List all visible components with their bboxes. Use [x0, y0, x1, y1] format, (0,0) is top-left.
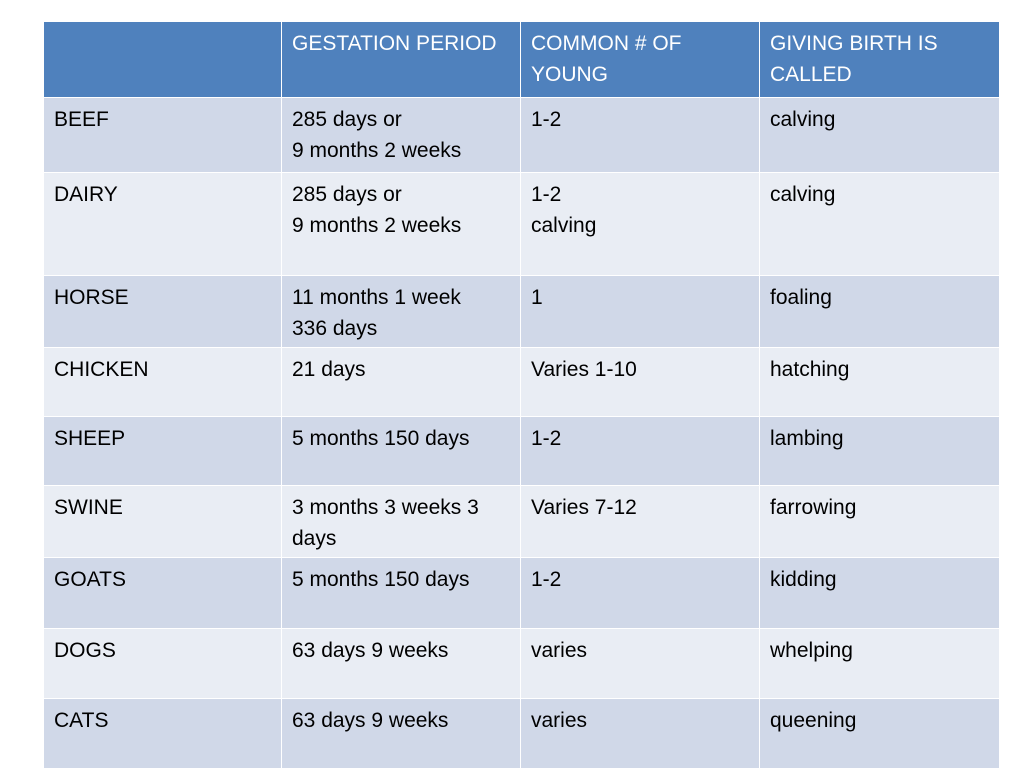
birth-term-cell: farrowing: [759, 485, 1000, 558]
table-row: DAIRY 285 days or 9 months 2 weeks 1-2 c…: [43, 172, 1000, 276]
gestation-cell: 285 days or 9 months 2 weeks: [281, 97, 521, 173]
table-row: CATS 63 days 9 weeks varies queening: [43, 698, 1000, 769]
birth-term-cell: kidding: [759, 557, 1000, 629]
table-row: GOATS 5 months 150 days 1-2 kidding: [43, 557, 1000, 629]
animal-cell: SHEEP: [43, 416, 282, 486]
header-cell-animal: [43, 21, 282, 98]
gestation-cell: 5 months 150 days: [281, 416, 521, 486]
birth-term-cell: queening: [759, 698, 1000, 769]
young-cell: 1-2 calving: [520, 172, 760, 276]
gestation-cell: 5 months 150 days: [281, 557, 521, 629]
gestation-cell: 11 months 1 week 336 days: [281, 275, 521, 348]
animal-cell: HORSE: [43, 275, 282, 348]
young-cell: 1-2: [520, 416, 760, 486]
table-row: SWINE 3 months 3 weeks 3 days Varies 7-1…: [43, 485, 1000, 558]
young-cell: 1: [520, 275, 760, 348]
gestation-cell: 285 days or 9 months 2 weeks: [281, 172, 521, 276]
gestation-cell: 63 days 9 weeks: [281, 698, 521, 769]
animal-cell: SWINE: [43, 485, 282, 558]
young-cell: 1-2: [520, 97, 760, 173]
young-cell: varies: [520, 698, 760, 769]
table-row: SHEEP 5 months 150 days 1-2 lambing: [43, 416, 1000, 486]
animal-cell: CATS: [43, 698, 282, 769]
young-cell: Varies 7-12: [520, 485, 760, 558]
gestation-table: GESTATION PERIOD COMMON # OF YOUNG GIVIN…: [43, 21, 1000, 769]
header-cell-common-young: COMMON # OF YOUNG: [520, 21, 760, 98]
table-body: BEEF 285 days or 9 months 2 weeks 1-2 ca…: [43, 97, 1000, 769]
table-header: GESTATION PERIOD COMMON # OF YOUNG GIVIN…: [43, 21, 1000, 98]
birth-term-cell: whelping: [759, 628, 1000, 699]
gestation-cell: 21 days: [281, 347, 521, 417]
birth-term-cell: foaling: [759, 275, 1000, 348]
gestation-cell: 63 days 9 weeks: [281, 628, 521, 699]
gestation-cell: 3 months 3 weeks 3 days: [281, 485, 521, 558]
header-cell-gestation-period: GESTATION PERIOD: [281, 21, 521, 98]
birth-term-cell: calving: [759, 172, 1000, 276]
animal-cell: BEEF: [43, 97, 282, 173]
young-cell: Varies 1-10: [520, 347, 760, 417]
birth-term-cell: calving: [759, 97, 1000, 173]
table-row: CHICKEN 21 days Varies 1-10 hatching: [43, 347, 1000, 417]
table-row: DOGS 63 days 9 weeks varies whelping: [43, 628, 1000, 699]
young-cell: 1-2: [520, 557, 760, 629]
birth-term-cell: hatching: [759, 347, 1000, 417]
animal-cell: DAIRY: [43, 172, 282, 276]
table-row: HORSE 11 months 1 week 336 days 1 foalin…: [43, 275, 1000, 348]
animal-cell: DOGS: [43, 628, 282, 699]
header-cell-birth-called: GIVING BIRTH IS CALLED: [759, 21, 1000, 98]
young-cell: varies: [520, 628, 760, 699]
table-row: BEEF 285 days or 9 months 2 weeks 1-2 ca…: [43, 97, 1000, 173]
header-row: GESTATION PERIOD COMMON # OF YOUNG GIVIN…: [43, 21, 1000, 98]
animal-cell: CHICKEN: [43, 347, 282, 417]
animal-cell: GOATS: [43, 557, 282, 629]
birth-term-cell: lambing: [759, 416, 1000, 486]
